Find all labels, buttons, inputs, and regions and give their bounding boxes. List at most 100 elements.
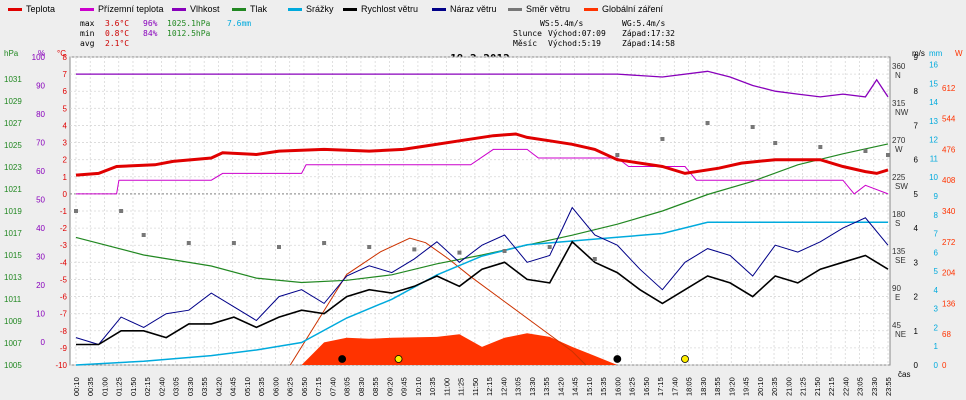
x-tick-label: 11:00: [442, 378, 451, 396]
rain-tick: 9: [934, 192, 939, 201]
x-tick-label: 00:35: [86, 377, 95, 396]
temperature-tick: 8: [63, 53, 68, 62]
x-tick-label: 10:35: [428, 377, 437, 396]
wind-axis-unit: m/s: [912, 49, 925, 58]
temperature-tick: 7: [63, 70, 68, 79]
radiation-tick: 68: [942, 330, 951, 339]
temperature-tick: -5: [60, 275, 68, 284]
pressure-tick: 1025: [4, 141, 22, 150]
rain-tick: 12: [929, 136, 938, 145]
legend-label: Náraz větru: [450, 4, 497, 14]
x-tick-label: 04:20: [214, 377, 223, 396]
sunrise-info: Východ:07:09: [548, 29, 606, 38]
humidity-tick: 40: [36, 224, 45, 233]
wind-direction-tick: 315: [892, 99, 906, 108]
wind-speed-tick: 3: [914, 258, 919, 267]
rain-tick: 8: [934, 211, 939, 220]
pressure-tick: 1009: [4, 317, 22, 326]
x-tick-label: 08:30: [357, 377, 366, 396]
x-tick-label: 18:05: [685, 377, 694, 396]
legend-swatch: [508, 8, 522, 11]
wind-speed-tick: 2: [914, 293, 919, 302]
grid: [70, 56, 890, 366]
wind-direction-label: W: [895, 145, 903, 154]
x-tick-label: 06:00: [271, 377, 280, 396]
x-tick-label: 08:55: [371, 377, 380, 396]
x-tick-label: 21:25: [799, 377, 808, 396]
x-tick-label: 01:25: [115, 377, 124, 396]
rain-tick: 15: [929, 79, 938, 88]
legend-swatch: [432, 8, 446, 11]
wind-direction-point: [615, 153, 620, 157]
radiation-tick: 0: [942, 361, 947, 370]
humidity-tick: 70: [36, 139, 45, 148]
pressure-tick: 1011: [4, 295, 22, 304]
wind-direction-point: [322, 241, 327, 245]
humidity-tick: 30: [36, 253, 45, 262]
series-prizemni-teplota: [76, 148, 889, 195]
wind-direction-point: [660, 137, 665, 141]
legend: Teplota Přízemní teplota Vlhkost Tlak Srážky…: [8, 4, 664, 14]
wind-direction-label: NE: [895, 330, 906, 339]
x-tick-label: 01:00: [100, 377, 109, 396]
rain-tick: 2: [934, 323, 939, 332]
temperature-tick: 2: [63, 156, 68, 165]
pressure-tick: 1019: [4, 207, 22, 216]
x-tick-label: 18:30: [699, 377, 708, 396]
series-srazky: [75, 221, 888, 366]
pressure-tick: 1017: [4, 229, 22, 238]
moonrise-info: Východ:5:19: [548, 39, 601, 48]
temperature-tick: -2: [60, 224, 68, 233]
x-tick-label: 03:30: [186, 377, 195, 396]
wind-speed-tick: 9: [914, 53, 919, 62]
temperature-tick: -6: [60, 293, 68, 302]
radiation-tick: 272: [942, 238, 956, 247]
pressure-tick: 1029: [4, 97, 22, 106]
moonset-marker: [613, 355, 622, 363]
temperature-tick: 1: [63, 173, 68, 182]
pressure-tick: 1023: [4, 163, 22, 172]
legend-swatch: [80, 8, 94, 11]
wind-direction-point: [863, 149, 868, 153]
wind-direction-point: [231, 241, 236, 245]
rain-axis-unit: mm: [929, 49, 943, 58]
x-tick-label: 21:50: [813, 377, 822, 396]
rain-tick: 10: [929, 173, 938, 182]
x-tick-label: 06:25: [286, 377, 295, 396]
temperature-tick: -3: [60, 241, 68, 250]
x-tick-label: 00:10: [72, 377, 81, 396]
humidity-tick: 0: [41, 338, 46, 347]
stat-label: min: [80, 29, 95, 38]
moon-label: Měsíc: [513, 39, 537, 48]
x-tick-label: 02:15: [143, 377, 152, 396]
x-tick-label: 22:40: [841, 377, 850, 396]
moonset-info: Západ:14:58: [622, 39, 675, 48]
legend-label: Vlhkost: [190, 4, 220, 14]
temperature-axis-unit: °C: [57, 49, 66, 58]
temperature-tick: 4: [63, 121, 68, 130]
wind-speed-tick: 7: [914, 121, 919, 130]
rain-tick: 6: [934, 248, 939, 257]
temperature-tick: -1: [60, 207, 68, 216]
temperature-tick: 0: [63, 190, 68, 199]
rain-tick: 4: [934, 286, 939, 295]
temperature-tick: -4: [60, 258, 68, 267]
x-tick-label: 06:50: [300, 377, 309, 396]
x-tick-label: 02:40: [157, 377, 166, 396]
x-tick-label: 13:05: [514, 377, 523, 396]
x-tick-label: 07:15: [314, 377, 323, 396]
wind-direction-point: [186, 241, 191, 245]
rain-tick: 7: [934, 230, 939, 239]
humidity-tick: 90: [36, 82, 45, 91]
wind-direction-tick: 45: [892, 321, 901, 330]
humidity-axis-unit: %: [38, 49, 45, 58]
x-tick-label: 04:45: [229, 377, 238, 396]
radiation-tick: 476: [942, 145, 956, 154]
temperature-tick: -7: [60, 310, 68, 319]
wind-direction-point: [119, 209, 124, 213]
radiation-tick: 204: [942, 269, 956, 278]
radiation-tick: 544: [942, 115, 956, 124]
wind-direction-label: SE: [895, 256, 906, 265]
wind-direction-tick: 180: [892, 210, 906, 219]
